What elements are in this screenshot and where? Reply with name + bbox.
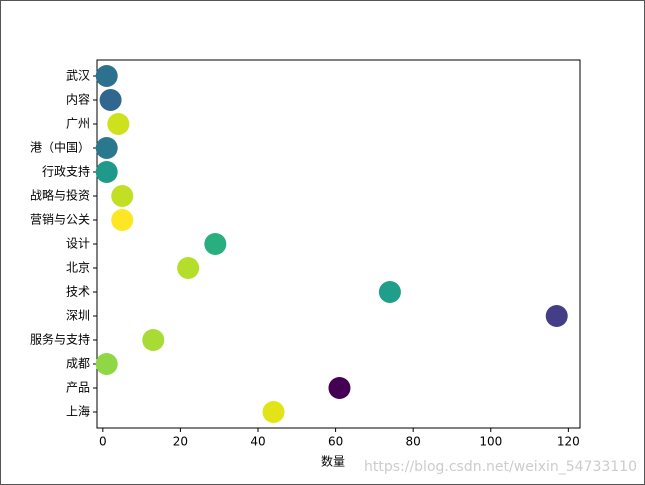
point: [95, 137, 118, 159]
y-tick-label: 战略与投资: [30, 188, 90, 203]
point: [142, 329, 165, 351]
point: [95, 65, 118, 87]
point: [111, 185, 134, 207]
watermark: https://blog.csdn.net/weixin_54733110: [364, 459, 637, 475]
x-tick-label: 40: [250, 435, 265, 449]
y-tick-label: 北京: [66, 261, 90, 275]
x-tick-label: 120: [557, 435, 580, 449]
point: [378, 281, 401, 303]
y-tick-label: 广州: [66, 117, 90, 131]
y-tick-label: 行政支持: [42, 164, 90, 179]
point: [204, 233, 227, 255]
y-tick-label: 成都: [66, 357, 90, 371]
point: [262, 401, 285, 423]
y-tick-label: 上海: [66, 404, 90, 419]
y-tick-label: 设计: [66, 237, 90, 251]
x-tick-label: 20: [173, 435, 188, 449]
y-tick-label: 技术: [66, 285, 90, 299]
point: [111, 209, 134, 231]
point: [177, 257, 200, 279]
point: [545, 305, 568, 327]
y-tick-label: 服务与支持: [30, 332, 90, 347]
y-tick-label: 深圳: [66, 309, 90, 323]
point: [95, 161, 118, 183]
plot-frame: [96, 59, 581, 429]
point: [95, 353, 118, 375]
point: [107, 113, 130, 135]
y-tick-label: 内容: [66, 92, 90, 107]
point: [328, 377, 351, 399]
x-axis-label: 数量: [321, 454, 345, 469]
x-tick-label: 80: [406, 435, 421, 449]
y-tick-label: 武汉: [66, 69, 90, 83]
point: [99, 89, 122, 111]
x-tick-label: 60: [328, 435, 343, 449]
y-tick-label: 营销与公关: [30, 213, 90, 227]
y-tick-label: 产品: [66, 381, 90, 395]
x-tick-label: 100: [479, 435, 502, 449]
x-tick-label: 0: [99, 435, 107, 449]
y-tick-label: 港（中国）: [30, 140, 90, 155]
